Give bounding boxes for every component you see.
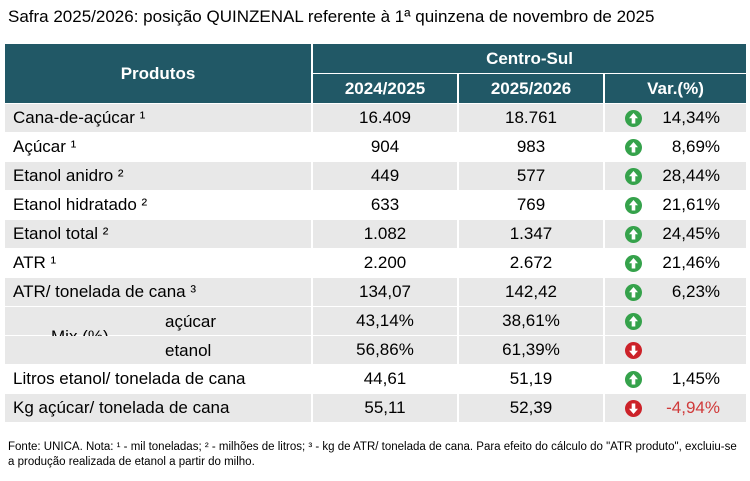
arrow-up-icon <box>625 284 642 301</box>
variation: 21,61% <box>605 191 747 219</box>
row-label: Litros etanol/ tonelada de cana <box>5 365 311 393</box>
value-2024-2025: 55,11 <box>313 394 457 422</box>
value-2024-2025: 43,14% <box>313 307 457 335</box>
table-row: Etanol hidratado ² 633 769 21,61% <box>5 191 747 219</box>
header-region: Centro-Sul <box>313 44 747 73</box>
arrow-up-icon <box>625 139 642 156</box>
row-label: Açúcar ¹ <box>5 133 311 161</box>
production-table: Produtos Centro-Sul 2024/2025 2025/2026 … <box>3 43 748 423</box>
variation: 8,69% <box>605 133 747 161</box>
variation: 1,45% <box>605 365 747 393</box>
row-label: ATR/ tonelada de cana ³ <box>5 278 311 306</box>
row-label: Cana-de-açúcar ¹ <box>5 104 311 132</box>
header-col-2025-2026: 2025/2026 <box>459 74 603 103</box>
arrow-up-icon <box>625 255 642 272</box>
variation-value: 8,69% <box>671 137 721 156</box>
variation: 24,45% <box>605 220 747 248</box>
table-row: Cana-de-açúcar ¹ 16.409 18.761 14,34% <box>5 104 747 132</box>
mix-label-cell-etanol: etanol <box>5 336 311 364</box>
value-2024-2025: 633 <box>313 191 457 219</box>
arrow-up-icon <box>625 313 642 330</box>
value-2025-2026: 38,61% <box>459 307 603 335</box>
arrow-up-icon <box>625 168 642 185</box>
value-2024-2025: 904 <box>313 133 457 161</box>
value-2025-2026: 18.761 <box>459 104 603 132</box>
value-2025-2026: 61,39% <box>459 336 603 364</box>
value-2024-2025: 16.409 <box>313 104 457 132</box>
variation: -4,94% <box>605 394 747 422</box>
variation-value: 6,23% <box>671 282 721 301</box>
value-2025-2026: 52,39 <box>459 394 603 422</box>
row-label: ATR ¹ <box>5 249 311 277</box>
variation-value: 14,34% <box>662 108 721 127</box>
table-row: Litros etanol/ tonelada de cana 44,61 51… <box>5 365 747 393</box>
mix-sub-label-acucar: açúcar <box>165 312 217 331</box>
variation-value: 24,45% <box>662 224 721 243</box>
variation-value: 21,46% <box>662 253 721 272</box>
table-row: Etanol total ² 1.082 1.347 24,45% <box>5 220 747 248</box>
arrow-down-icon <box>625 400 642 417</box>
value-2024-2025: 44,61 <box>313 365 457 393</box>
arrow-up-icon <box>625 197 642 214</box>
arrow-up-icon <box>625 371 642 388</box>
variation: 6,23% <box>605 278 747 306</box>
variation-value: 21,61% <box>662 195 721 214</box>
footnote: Fonte: UNICA. Nota: ¹ - mil toneladas; ²… <box>8 441 737 468</box>
variation-value: -4,94% <box>666 398 721 417</box>
table-row: Kg açúcar/ tonelada de cana 55,11 52,39 … <box>5 394 747 422</box>
value-2025-2026: 142,42 <box>459 278 603 306</box>
variation <box>605 336 747 364</box>
value-2025-2026: 577 <box>459 162 603 190</box>
row-label: Kg açúcar/ tonelada de cana <box>5 394 311 422</box>
table-row: ATR/ tonelada de cana ³ 134,07 142,42 6,… <box>5 278 747 306</box>
value-2025-2026: 2.672 <box>459 249 603 277</box>
table-row: Açúcar ¹ 904 983 8,69% <box>5 133 747 161</box>
header-col-var: Var.(%) <box>605 74 747 103</box>
page-title: Safra 2025/2026: posição QUINZENAL refer… <box>8 7 655 26</box>
value-2024-2025: 449 <box>313 162 457 190</box>
variation: 28,44% <box>605 162 747 190</box>
value-2024-2025: 2.200 <box>313 249 457 277</box>
mix-label-cell: Mix (%) açúcar <box>5 307 311 346</box>
value-2025-2026: 983 <box>459 133 603 161</box>
value-2024-2025: 134,07 <box>313 278 457 306</box>
value-2024-2025: 1.082 <box>313 220 457 248</box>
table-row-mix-acucar: Mix (%) açúcar 43,14% 38,61% <box>5 307 747 346</box>
header-produtos: Produtos <box>5 44 311 103</box>
variation: 14,34% <box>605 104 747 132</box>
value-2025-2026: 51,19 <box>459 365 603 393</box>
table-row: ATR ¹ 2.200 2.672 21,46% <box>5 249 747 277</box>
arrow-up-icon <box>625 226 642 243</box>
table-row-mix-etanol: etanol 56,86% 61,39% <box>5 336 747 364</box>
variation <box>605 307 747 335</box>
mix-sub-label-etanol: etanol <box>165 341 212 360</box>
value-2024-2025: 56,86% <box>313 336 457 364</box>
variation: 21,46% <box>605 249 747 277</box>
variation-value: 1,45% <box>671 369 721 388</box>
row-label: Etanol hidratado ² <box>5 191 311 219</box>
table-row: Etanol anidro ² 449 577 28,44% <box>5 162 747 190</box>
row-label: Etanol anidro ² <box>5 162 311 190</box>
variation-value: 28,44% <box>662 166 721 185</box>
header-col-2024-2025: 2024/2025 <box>313 74 457 103</box>
arrow-up-icon <box>625 110 642 127</box>
arrow-down-icon <box>625 342 642 359</box>
value-2025-2026: 1.347 <box>459 220 603 248</box>
value-2025-2026: 769 <box>459 191 603 219</box>
row-label: Etanol total ² <box>5 220 311 248</box>
